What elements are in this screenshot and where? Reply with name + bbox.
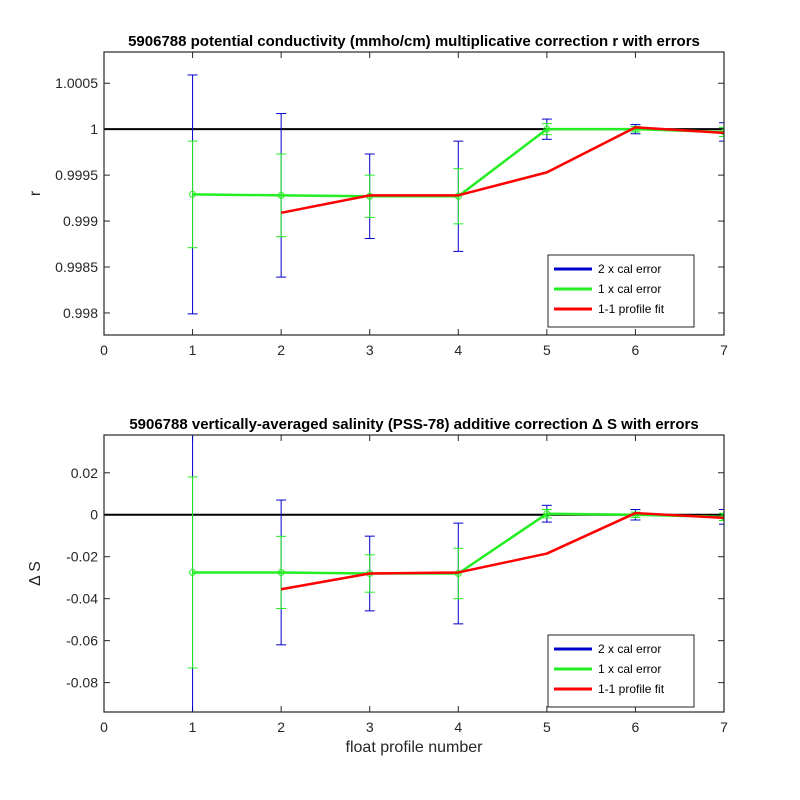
- plot-series: [187, 435, 724, 712]
- x-tick-label: 1: [189, 342, 197, 358]
- legend-label: 1-1 profile fit: [598, 302, 665, 316]
- y-tick-label: 0.02: [71, 465, 98, 481]
- y-tick-label: 0.999: [63, 213, 98, 229]
- data-point-1: [543, 125, 551, 133]
- y-axis-label: Δ S: [27, 561, 44, 586]
- chart-1: 5906788 vertically-averaged salinity (PS…: [27, 416, 728, 756]
- plot-series: [187, 74, 724, 315]
- legend-label: 2 x cal error: [598, 262, 661, 276]
- x-tick-label: 6: [632, 719, 640, 735]
- data-point-1: [277, 191, 285, 199]
- x-tick-label: 1: [189, 719, 197, 735]
- x-tick-label: 0: [100, 342, 108, 358]
- y-tick-label: 0.9985: [55, 259, 98, 275]
- data-point-1: [189, 568, 197, 576]
- data-point-1: [189, 190, 197, 198]
- axes-box: [103, 51, 725, 336]
- chart-0: 5906788 potential conductivity (mmho/cm)…: [27, 33, 728, 358]
- y-axis-label: r: [27, 190, 44, 196]
- legend-box: [547, 634, 695, 708]
- legend-label: 2 x cal error: [598, 642, 661, 656]
- x-tick-label: 4: [454, 719, 462, 735]
- axes-box: [103, 434, 725, 713]
- x-tick-label: 5: [543, 719, 551, 735]
- legend: 2 x cal error 1 x cal error 1-1 profile fi…: [547, 254, 695, 328]
- legend: 2 x cal error 1 x cal error 1-1 profile fi…: [547, 634, 695, 708]
- chart-title: 5906788 potential conductivity (mmho/cm)…: [128, 33, 700, 50]
- legend-label: 1-1 profile fit: [598, 682, 665, 696]
- series-line-2: [280, 511, 724, 591]
- data-point-1: [543, 510, 551, 518]
- y-tick-label: -0.02: [66, 549, 98, 565]
- x-tick-label: 7: [720, 719, 728, 735]
- x-tick-label: 7: [720, 342, 728, 358]
- x-tick-label: 6: [632, 342, 640, 358]
- chart-title: 5906788 vertically-averaged salinity (PS…: [129, 416, 698, 433]
- y-tick-label: 1.0005: [55, 75, 98, 91]
- y-tick-label: 1: [90, 121, 98, 137]
- y-tick-label: -0.04: [66, 591, 98, 607]
- x-tick-label: 0: [100, 719, 108, 735]
- x-tick-label: 2: [277, 719, 285, 735]
- legend-label: 1 x cal error: [598, 662, 661, 676]
- y-tick-label: -0.06: [66, 633, 98, 649]
- y-tick-label: 0.9995: [55, 167, 98, 183]
- y-tick-label: 0: [90, 507, 98, 523]
- x-tick-label: 2: [277, 342, 285, 358]
- y-tick-label: 0.998: [63, 305, 98, 321]
- y-tick-label: -0.08: [66, 675, 98, 691]
- legend-box: [547, 254, 695, 328]
- x-tick-label: 5: [543, 342, 551, 358]
- data-point-1: [277, 568, 285, 576]
- x-tick-label: 3: [366, 342, 374, 358]
- legend-label: 1 x cal error: [598, 282, 661, 296]
- x-axis-label: float profile number: [346, 739, 484, 756]
- series-line-2: [280, 126, 724, 215]
- x-tick-label: 3: [366, 719, 374, 735]
- x-tick-label: 4: [454, 342, 462, 358]
